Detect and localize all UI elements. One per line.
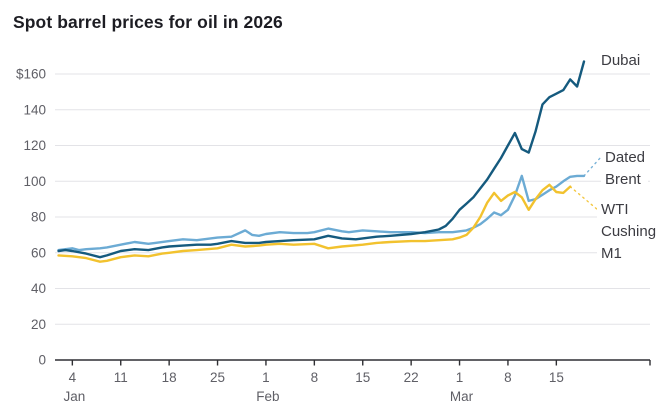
x-tick-label: 4 bbox=[69, 370, 77, 385]
series-label-line: Dated bbox=[605, 149, 646, 166]
x-tick-label: 22 bbox=[404, 370, 419, 385]
x-tick-label: 1 bbox=[456, 370, 464, 385]
x-tick-label: 25 bbox=[210, 370, 225, 385]
series-label-line: M1 bbox=[601, 245, 622, 262]
leader-line bbox=[569, 185, 599, 211]
y-tick-label: 20 bbox=[31, 317, 46, 332]
series-label-wti-cushing-m1: WTI Cushing M1 bbox=[597, 198, 660, 266]
x-tick-label: 8 bbox=[311, 370, 319, 385]
y-tick-label: 80 bbox=[31, 210, 46, 225]
series-label-dubai: Dubai bbox=[597, 49, 644, 73]
x-month-label: Jan bbox=[63, 389, 85, 404]
y-tick-label: 140 bbox=[23, 102, 46, 117]
x-tick-label: 8 bbox=[504, 370, 512, 385]
x-tick-label: 1 bbox=[262, 370, 270, 385]
series-line-dated-brent bbox=[57, 174, 586, 252]
y-tick-label: 120 bbox=[23, 138, 46, 153]
x-month-label: Mar bbox=[450, 389, 474, 404]
y-tick-label: 100 bbox=[23, 174, 46, 189]
x-tick-label: 18 bbox=[162, 370, 177, 385]
x-tick-label: 11 bbox=[114, 370, 128, 385]
series-line-dubai bbox=[57, 60, 586, 259]
y-tick-label: $160 bbox=[16, 67, 46, 82]
series-label-line: WTI bbox=[601, 201, 629, 218]
chart-title: Spot barrel prices for oil in 2026 bbox=[13, 12, 283, 32]
x-tick-label: 15 bbox=[355, 370, 370, 385]
series-line-wti-cushing-m1 bbox=[57, 183, 572, 263]
series-label-line: Dubai bbox=[601, 52, 641, 69]
series-label-line: Cushing bbox=[601, 223, 657, 240]
x-month-label: Feb bbox=[256, 389, 279, 404]
x-tick-label: 15 bbox=[549, 370, 564, 385]
y-tick-label: 60 bbox=[31, 245, 46, 260]
y-tick-label: 40 bbox=[31, 281, 46, 296]
leader-line bbox=[583, 156, 602, 177]
series-label-line: Brent bbox=[605, 171, 641, 188]
y-tick-label: 0 bbox=[38, 353, 46, 368]
series-label-dated-brent: Dated Brent bbox=[601, 146, 649, 192]
